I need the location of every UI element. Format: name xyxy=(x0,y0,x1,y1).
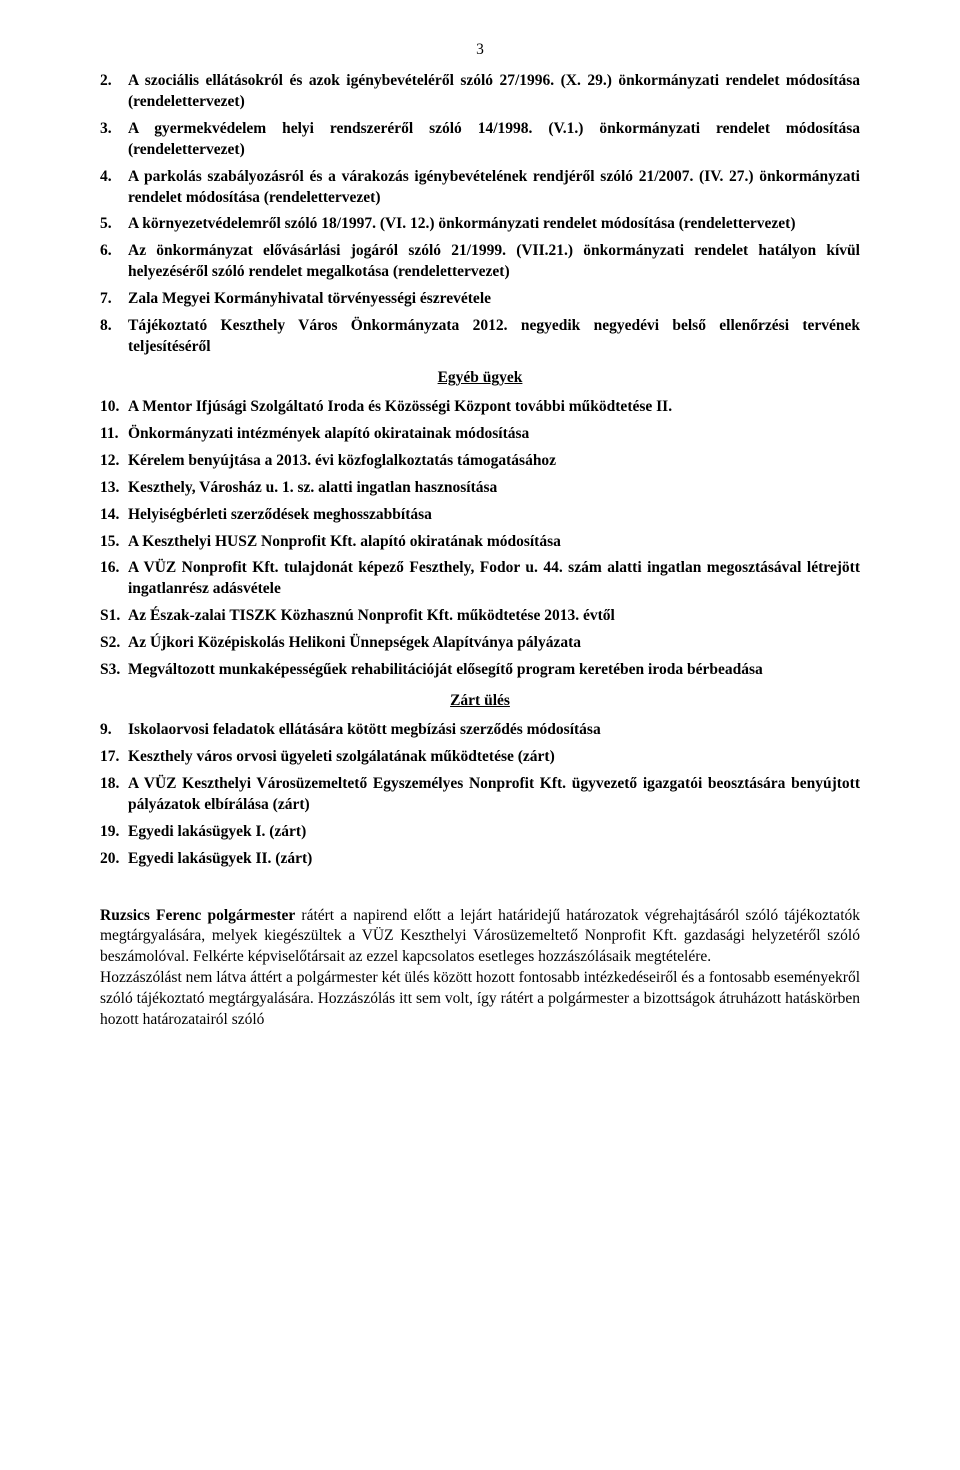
agenda-item-number: 19. xyxy=(100,822,128,843)
agenda-item-text: A környezetvédelemről szóló 18/1997. (VI… xyxy=(128,214,860,235)
agenda-item-number: 13. xyxy=(100,478,128,499)
agenda-item-text: A VÜZ Nonprofit Kft. tulajdonát képező F… xyxy=(128,558,860,600)
agenda-item-number: 20. xyxy=(100,849,128,870)
agenda-item-text: Keszthely város orvosi ügyeleti szolgála… xyxy=(128,747,860,768)
agenda-item-text: A Keszthelyi HUSZ Nonprofit Kft. alapító… xyxy=(128,532,860,553)
agenda-item: 17.Keszthely város orvosi ügyeleti szolg… xyxy=(100,747,860,768)
agenda-item: 4.A parkolás szabályozásról és a várakoz… xyxy=(100,167,860,209)
agenda-item: 5.A környezetvédelemről szóló 18/1997. (… xyxy=(100,214,860,235)
agenda-item: 11.Önkormányzati intézmények alapító oki… xyxy=(100,424,860,445)
agenda-item: 14.Helyiségbérleti szerződések meghossza… xyxy=(100,505,860,526)
agenda-item-number: 15. xyxy=(100,532,128,553)
agenda-item-text: Zala Megyei Kormányhivatal törvényességi… xyxy=(128,289,860,310)
agenda-item: 13.Keszthely, Városház u. 1. sz. alatti … xyxy=(100,478,860,499)
paragraph-line2: Hozzászólást nem látva áttért a polgárme… xyxy=(100,969,860,1028)
section-heading-zart: Zárt ülés xyxy=(100,691,860,712)
page: 3 2.A szociális ellátásokról és azok igé… xyxy=(0,0,960,1470)
agenda-zart-list: 9.Iskolaorvosi feladatok ellátására kötö… xyxy=(100,720,860,870)
agenda-item-text: Tájékoztató Keszthely Város Önkormányzat… xyxy=(128,316,860,358)
agenda-item-number: S2. xyxy=(100,633,128,654)
agenda-item: 8.Tájékoztató Keszthely Város Önkormányz… xyxy=(100,316,860,358)
agenda-item: 12.Kérelem benyújtása a 2013. évi közfog… xyxy=(100,451,860,472)
agenda-egyeb-list: 10.A Mentor Ifjúsági Szolgáltató Iroda é… xyxy=(100,397,860,681)
agenda-item-text: Iskolaorvosi feladatok ellátására kötött… xyxy=(128,720,860,741)
agenda-item-text: A Mentor Ifjúsági Szolgáltató Iroda és K… xyxy=(128,397,860,418)
agenda-item-text: A VÜZ Keszthelyi Városüzemeltető Egyszem… xyxy=(128,774,860,816)
agenda-item: 15.A Keszthelyi HUSZ Nonprofit Kft. alap… xyxy=(100,532,860,553)
agenda-item-text: A parkolás szabályozásról és a várakozás… xyxy=(128,167,860,209)
agenda-item: S3.Megváltozott munkaképességűek rehabil… xyxy=(100,660,860,681)
body-paragraph: Ruzsics Ferenc polgármester rátért a nap… xyxy=(100,906,860,1032)
agenda-item-number: 10. xyxy=(100,397,128,418)
agenda-item-text: Az Újkori Középiskolás Helikoni Ünnepség… xyxy=(128,633,860,654)
agenda-item-number: 11. xyxy=(100,424,128,445)
agenda-item: 18.A VÜZ Keszthelyi Városüzemeltető Egys… xyxy=(100,774,860,816)
agenda-item-text: Az Észak-zalai TISZK Közhasznú Nonprofit… xyxy=(128,606,860,627)
agenda-item-number: 5. xyxy=(100,214,128,235)
agenda-item-text: Egyedi lakásügyek I. (zárt) xyxy=(128,822,860,843)
agenda-item-number: 9. xyxy=(100,720,128,741)
agenda-item-number: 12. xyxy=(100,451,128,472)
agenda-item-text: A gyermekvédelem helyi rendszeréről szól… xyxy=(128,119,860,161)
agenda-item-text: A szociális ellátásokról és azok igénybe… xyxy=(128,71,860,113)
agenda-item-text: Helyiségbérleti szerződések meghosszabbí… xyxy=(128,505,860,526)
agenda-item: 6.Az önkormányzat elővásárlási jogáról s… xyxy=(100,241,860,283)
agenda-item-number: 18. xyxy=(100,774,128,816)
agenda-item-text: Egyedi lakásügyek II. (zárt) xyxy=(128,849,860,870)
agenda-item-number: 16. xyxy=(100,558,128,600)
agenda-item-text: Az önkormányzat elővásárlási jogáról szó… xyxy=(128,241,860,283)
agenda-item-text: Keszthely, Városház u. 1. sz. alatti ing… xyxy=(128,478,860,499)
agenda-top-list: 2.A szociális ellátásokról és azok igény… xyxy=(100,71,860,358)
agenda-item-number: 2. xyxy=(100,71,128,113)
agenda-item-text: Kérelem benyújtása a 2013. évi közfoglal… xyxy=(128,451,860,472)
agenda-item: S1.Az Észak-zalai TISZK Közhasznú Nonpro… xyxy=(100,606,860,627)
agenda-item-number: 4. xyxy=(100,167,128,209)
agenda-item: 7.Zala Megyei Kormányhivatal törvényessé… xyxy=(100,289,860,310)
agenda-item-number: 14. xyxy=(100,505,128,526)
section-heading-egyeb: Egyéb ügyek xyxy=(100,368,860,389)
agenda-item-number: 3. xyxy=(100,119,128,161)
page-number: 3 xyxy=(100,40,860,61)
agenda-item-text: Megváltozott munkaképességűek rehabilitá… xyxy=(128,660,860,681)
agenda-item-number: 17. xyxy=(100,747,128,768)
agenda-item: 9.Iskolaorvosi feladatok ellátására kötö… xyxy=(100,720,860,741)
agenda-item-number: 8. xyxy=(100,316,128,358)
agenda-item-text: Önkormányzati intézmények alapító okirat… xyxy=(128,424,860,445)
agenda-item-number: S3. xyxy=(100,660,128,681)
agenda-item: 16.A VÜZ Nonprofit Kft. tulajdonát képez… xyxy=(100,558,860,600)
agenda-item-number: S1. xyxy=(100,606,128,627)
agenda-item-number: 6. xyxy=(100,241,128,283)
agenda-item-number: 7. xyxy=(100,289,128,310)
agenda-item: 20.Egyedi lakásügyek II. (zárt) xyxy=(100,849,860,870)
agenda-item: 3.A gyermekvédelem helyi rendszeréről sz… xyxy=(100,119,860,161)
agenda-item: 19.Egyedi lakásügyek I. (zárt) xyxy=(100,822,860,843)
paragraph-lead: Ruzsics Ferenc polgármester xyxy=(100,907,295,924)
agenda-item: 10.A Mentor Ifjúsági Szolgáltató Iroda é… xyxy=(100,397,860,418)
agenda-item: 2.A szociális ellátásokról és azok igény… xyxy=(100,71,860,113)
agenda-item: S2.Az Újkori Középiskolás Helikoni Ünnep… xyxy=(100,633,860,654)
